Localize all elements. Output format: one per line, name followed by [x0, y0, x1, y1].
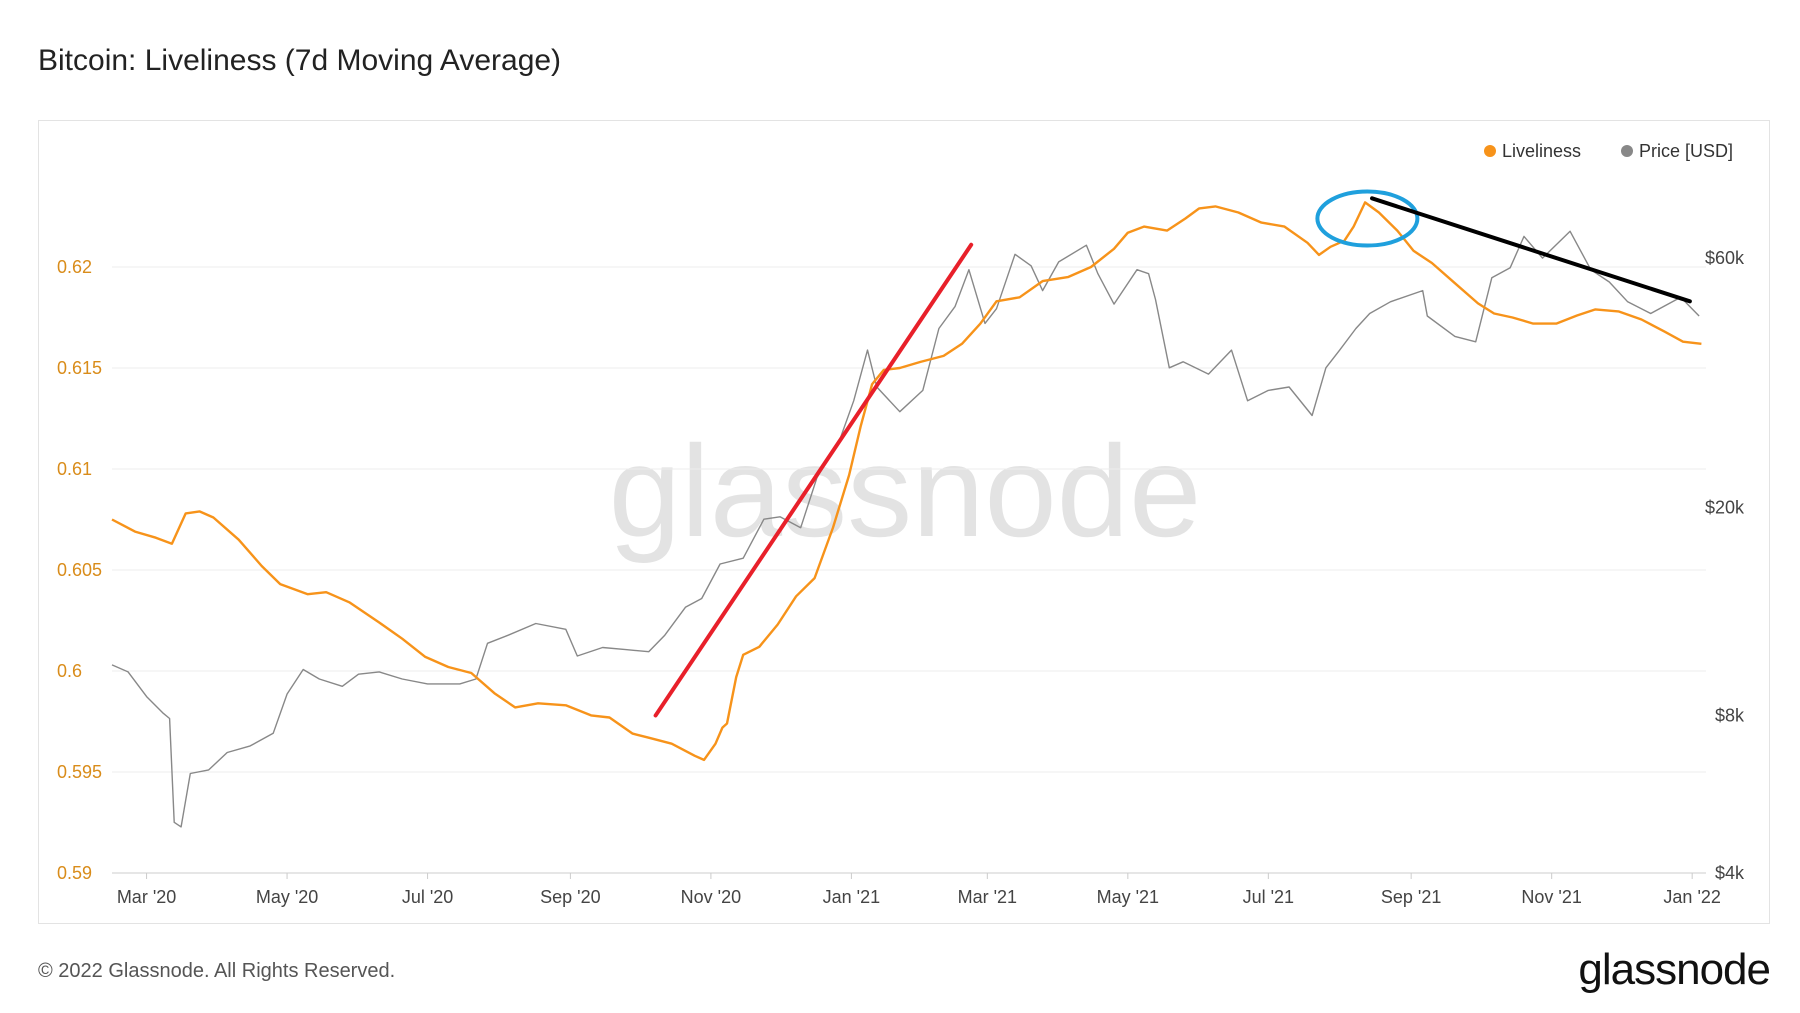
y-right-tick-label: $4k [1715, 863, 1745, 883]
x-tick-label: Sep '20 [540, 887, 601, 907]
legend-liveliness-swatch [1484, 145, 1496, 157]
black-trend-line [1369, 196, 1692, 304]
x-tick-label: Nov '20 [681, 887, 741, 907]
y-right-tick-label: $20k [1705, 498, 1745, 518]
x-tick-label: Jan '21 [823, 887, 880, 907]
y-left-tick-label: 0.615 [57, 358, 102, 378]
brand-logo: glassnode [1578, 945, 1771, 994]
x-tick-label: May '20 [256, 887, 318, 907]
blue-highlight-ellipse [1315, 189, 1420, 248]
price-series-line [111, 230, 1700, 828]
legend-price-swatch [1621, 145, 1633, 157]
x-tick-label: Nov '21 [1521, 887, 1581, 907]
y-left-tick-label: 0.61 [57, 459, 92, 479]
y-left-tick-label: 0.59 [57, 863, 92, 883]
watermark: glassnode [609, 418, 1202, 564]
red-trend-line [653, 242, 974, 718]
liveliness-chart: glassnode 0.59 0.595 0.6 0.605 0.61 0.615 0.62… [57, 141, 1745, 907]
x-tick-label: Mar '20 [117, 887, 176, 907]
x-tick-label: Sep '21 [1381, 887, 1442, 907]
x-tick-label: Mar '21 [958, 887, 1017, 907]
x-tick-label: May '21 [1097, 887, 1159, 907]
legend-liveliness-label: Liveliness [1502, 141, 1581, 161]
chart-title: Bitcoin: Liveliness (7d Moving Average) [38, 44, 562, 77]
y-left-tick-label: 0.605 [57, 560, 102, 580]
liveliness-series-line [111, 201, 1702, 762]
y-right-tick-label: $60k [1705, 248, 1745, 268]
y-left-tick-label: 0.595 [57, 762, 102, 782]
x-tick-label: Jul '20 [402, 887, 453, 907]
chart-frame: glassnode 0.59 0.595 0.6 0.605 0.61 0.615 0.62… [38, 120, 1770, 924]
legend-price-label: Price [USD] [1639, 141, 1733, 161]
x-tick-label: Jan '22 [1663, 887, 1720, 907]
y-left-tick-label: 0.62 [57, 257, 92, 277]
copyright-footer: © 2022 Glassnode. All Rights Reserved. [38, 960, 396, 982]
y-left-tick-label: 0.6 [57, 661, 82, 681]
y-right-tick-label: $8k [1715, 706, 1745, 726]
x-tick-label: Jul '21 [1243, 887, 1294, 907]
